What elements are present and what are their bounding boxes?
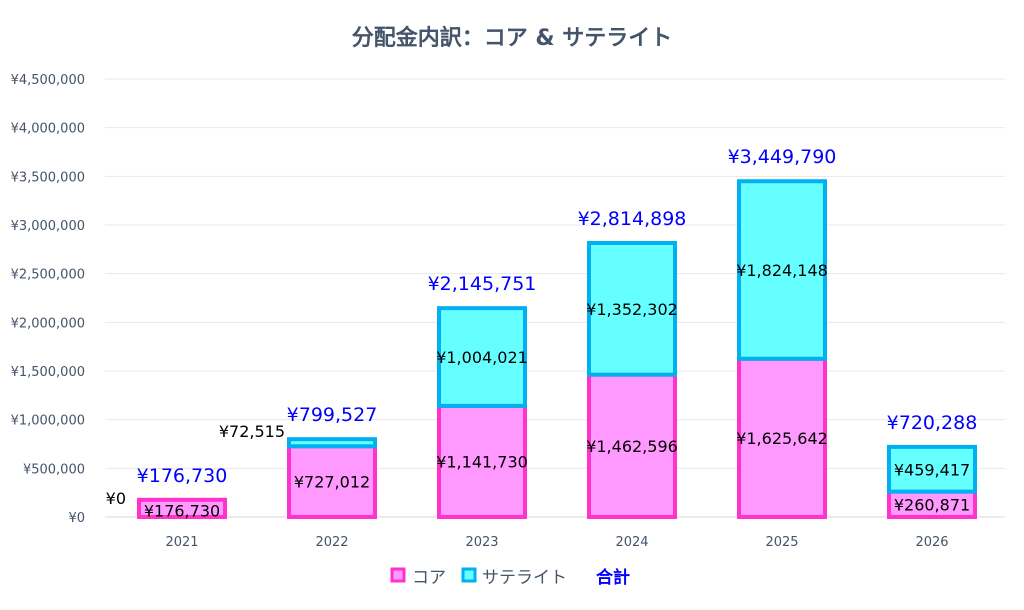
legend-label-core: コア xyxy=(412,568,446,588)
legend-swatch-core xyxy=(390,567,406,583)
bar-satellite xyxy=(287,437,377,449)
chart-title: 分配金内訳：コア & サテライト xyxy=(352,25,673,51)
bar-core xyxy=(887,489,977,519)
y-tick-label: ¥1,500,000 xyxy=(11,365,85,380)
total-label: ¥2,814,898 xyxy=(578,208,687,230)
data-label-core: ¥727,012 xyxy=(294,473,370,492)
y-tick-label: ¥1,000,000 xyxy=(11,414,85,429)
bar-satellite xyxy=(437,306,527,408)
gridlines xyxy=(105,78,1005,518)
data-label-satellite: ¥1,352,302 xyxy=(586,300,678,319)
y-tick-label: ¥2,500,000 xyxy=(11,268,85,283)
bar-satellite xyxy=(587,241,677,377)
legend-swatch-satellite xyxy=(461,567,477,583)
bar-satellite xyxy=(737,179,827,361)
x-axis: 2021 2022 2023 2024 2025 2026 xyxy=(165,535,948,550)
data-label-core: ¥1,462,596 xyxy=(586,437,678,456)
y-tick-label: ¥2,000,000 xyxy=(11,316,85,331)
x-tick-label: 2025 xyxy=(765,535,798,550)
legend-label-satellite: サテライト xyxy=(482,568,567,588)
y-tick-label: ¥4,500,000 xyxy=(11,73,85,88)
data-label-satellite: ¥1,824,148 xyxy=(736,261,828,280)
y-tick-label: ¥3,500,000 xyxy=(11,170,85,185)
data-label-core: ¥1,625,642 xyxy=(736,429,828,448)
y-tick-label: ¥3,000,000 xyxy=(11,219,85,234)
legend-label-total: 合計 xyxy=(596,567,630,588)
bars: ¥176,730 ¥0 ¥176,730 ¥727,012 ¥72,515¥799,52… xyxy=(106,146,978,520)
y-axis: ¥0 ¥500,000 ¥1,000,000 ¥1,500,000 ¥2,000,000… xyxy=(11,73,85,526)
data-label-core: ¥176,730 xyxy=(144,501,220,520)
data-label-core: ¥1,141,730 xyxy=(436,452,528,471)
bar-core xyxy=(587,372,677,519)
total-label: ¥720,288 xyxy=(887,412,978,434)
data-label-satellite: ¥459,417 xyxy=(894,460,970,479)
y-tick-label: ¥0 xyxy=(68,511,85,526)
x-tick-label: 2023 xyxy=(465,535,498,550)
bar-core xyxy=(737,356,827,519)
data-label-satellite: ¥1,004,021 xyxy=(436,348,528,367)
x-tick-label: 2026 xyxy=(915,535,948,550)
total-label: ¥2,145,751 xyxy=(428,273,537,295)
y-tick-label: ¥4,000,000 xyxy=(11,122,85,137)
data-label-satellite: ¥72,515 xyxy=(219,422,285,441)
x-tick-label: 2024 xyxy=(615,535,648,550)
total-label: ¥3,449,790 xyxy=(728,146,837,168)
x-tick-label: 2022 xyxy=(315,535,348,550)
total-label: ¥799,527 xyxy=(287,404,378,426)
total-label: ¥176,730 xyxy=(137,465,228,487)
bar-satellite xyxy=(887,444,977,494)
x-tick-label: 2021 xyxy=(165,535,198,550)
bar-core xyxy=(287,444,377,519)
y-tick-label: ¥500,000 xyxy=(23,462,85,477)
data-label-satellite: ¥0 xyxy=(106,489,126,508)
legend: コア サテライト 合計 xyxy=(390,567,630,588)
data-label-core: ¥260,871 xyxy=(894,495,970,514)
bar-core xyxy=(137,497,227,519)
